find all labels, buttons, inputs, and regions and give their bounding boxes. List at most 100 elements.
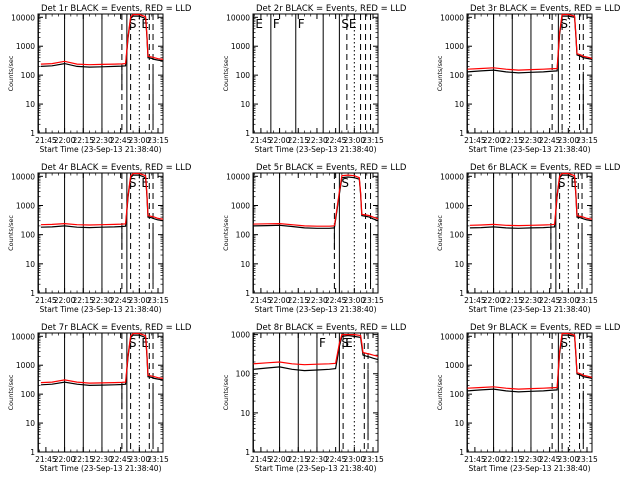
x-tick-label: 22:15: [287, 296, 309, 305]
x-tick-label: 22:30: [520, 136, 542, 145]
event-marker-label: E: [345, 336, 353, 350]
panel-det-8: Det 8r BLACK = Events, RED = LLD 1 10 100 10…: [222, 323, 407, 473]
plot-frame: [466, 332, 593, 453]
x-tick-label: 22:30: [91, 455, 113, 464]
panel-title: Det 7r BLACK = Events, RED = LLD: [41, 323, 192, 333]
event-marker-label: E: [570, 176, 578, 190]
y-tick-label: 10: [240, 100, 250, 109]
y-tick-label: 100: [450, 390, 465, 399]
event-marker-label: F: [298, 17, 305, 31]
x-tick-label: 22:15: [72, 136, 94, 145]
event-marker-label: S: [129, 17, 137, 31]
y-axis-label: Counts/sec: [7, 55, 15, 91]
y-tick-label: 100: [21, 231, 36, 240]
y-tick-label: 10000: [440, 13, 464, 22]
y-tick-label: 1: [459, 129, 464, 138]
x-tick-label: 22:00: [269, 136, 291, 145]
x-tick-label: 23:00: [344, 296, 366, 305]
x-tick-label: 22:00: [483, 296, 505, 305]
x-tick-label: 21:45: [464, 455, 486, 464]
y-tick-label: 10000: [11, 332, 35, 341]
y-tick-label: 10: [240, 260, 250, 269]
event-marker-label: S: [341, 17, 349, 31]
x-tick-label: 21:45: [250, 136, 272, 145]
x-tick-label: 23:15: [147, 296, 169, 305]
x-tick-label: 22:15: [287, 136, 309, 145]
x-tick-label: 21:45: [35, 136, 57, 145]
x-tick-label: 22:45: [110, 136, 132, 145]
y-tick-label: 100: [21, 71, 36, 80]
y-tick-label: 10000: [226, 13, 250, 22]
events-series-line: [253, 176, 379, 229]
x-tick-label: 21:45: [250, 455, 272, 464]
x-tick-label: 23:00: [129, 296, 151, 305]
event-marker-label: E: [349, 17, 357, 31]
x-tick-label: 23:00: [344, 455, 366, 464]
panel-title: Det 6r BLACK = Events, RED = LLD: [470, 163, 621, 173]
lld-series-line: [40, 13, 164, 66]
panel-title: Det 5r BLACK = Events, RED = LLD: [256, 163, 407, 173]
x-tick-label: 22:15: [501, 296, 523, 305]
x-axis-label: Start Time (23-Sep-13 21:38:40): [469, 305, 591, 314]
x-tick-label: 23:00: [129, 455, 151, 464]
panel-title: Det 4r BLACK = Events, RED = LLD: [41, 163, 192, 173]
y-tick-label: 1000: [445, 42, 464, 51]
x-tick-label: 23:15: [576, 296, 598, 305]
x-tick-label: 23:00: [558, 296, 580, 305]
plot-frame: [466, 172, 593, 294]
panel-title: Det 2r BLACK = Events, RED = LLD: [256, 4, 407, 14]
x-tick-label: 22:15: [72, 455, 94, 464]
x-tick-label: 23:15: [576, 455, 598, 464]
panel-det-7: Det 7r BLACK = Events, RED = LLD 1 10 100 10…: [7, 323, 192, 473]
y-tick-label: 1000: [16, 361, 35, 370]
x-tick-label: 22:45: [539, 455, 561, 464]
y-tick-label: 10: [240, 409, 250, 418]
y-tick-label: 1: [30, 129, 35, 138]
panel-det-1: Det 1r BLACK = Events, RED = LLD 1 10 100 10…: [7, 4, 192, 154]
x-tick-label: 23:15: [147, 136, 169, 145]
event-marker-label: E: [141, 176, 149, 190]
x-tick-label: 22:45: [539, 136, 561, 145]
x-tick-label: 22:00: [483, 455, 505, 464]
panel-det-3: Det 3r BLACK = Events, RED = LLD 1 10 100 10…: [436, 4, 621, 154]
y-tick-label: 1: [459, 289, 464, 298]
panel-title: Det 1r BLACK = Events, RED = LLD: [41, 4, 192, 14]
y-tick-label: 10000: [11, 172, 35, 181]
x-axis-label: Start Time (23-Sep-13 21:38:40): [469, 464, 591, 473]
event-marker-label: S: [129, 336, 137, 350]
y-tick-label: 10: [25, 419, 35, 428]
panel-det-6: Det 6r BLACK = Events, RED = LLD 1 10 100 10…: [436, 163, 621, 314]
y-tick-label: 1000: [231, 201, 250, 210]
panel-title: Det 3r BLACK = Events, RED = LLD: [470, 4, 621, 14]
lld-series-line: [40, 332, 164, 384]
y-tick-label: 100: [236, 231, 251, 240]
y-tick-label: 1000: [231, 331, 250, 340]
event-marker-label: S: [129, 176, 137, 190]
lld-series-line: [467, 332, 593, 390]
x-tick-label: 22:30: [91, 296, 113, 305]
y-tick-label: 100: [21, 390, 36, 399]
y-tick-label: 10: [25, 260, 35, 269]
x-tick-label: 22:45: [325, 296, 347, 305]
events-series-line: [467, 15, 593, 74]
x-tick-label: 23:15: [576, 136, 598, 145]
y-tick-label: 100: [236, 71, 251, 80]
panel-title: Det 9r BLACK = Events, RED = LLD: [470, 323, 621, 333]
y-tick-label: 10000: [440, 332, 464, 341]
x-tick-label: 22:30: [306, 455, 328, 464]
y-axis-label: Counts/sec: [222, 55, 230, 91]
x-tick-label: 22:00: [483, 136, 505, 145]
plot-frame: [37, 332, 164, 453]
y-tick-label: 1: [245, 129, 250, 138]
x-axis-label: Start Time (23-Sep-13 21:38:40): [255, 305, 377, 314]
y-tick-label: 1: [459, 448, 464, 457]
events-series-line: [467, 334, 593, 393]
event-marker-label: S: [341, 176, 349, 190]
panel-title: Det 8r BLACK = Events, RED = LLD: [256, 323, 407, 333]
x-tick-label: 23:00: [558, 455, 580, 464]
plot-frame: [466, 13, 593, 134]
x-tick-label: 22:45: [110, 296, 132, 305]
x-tick-label: 22:15: [501, 455, 523, 464]
x-axis-label: Start Time (23-Sep-13 21:38:40): [40, 305, 162, 314]
